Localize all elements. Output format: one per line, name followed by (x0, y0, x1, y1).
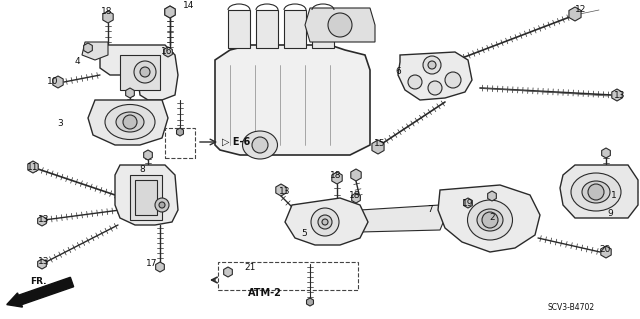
Circle shape (140, 67, 150, 77)
Text: 13: 13 (38, 214, 50, 224)
Polygon shape (338, 205, 445, 232)
Text: 8: 8 (139, 166, 145, 174)
Ellipse shape (116, 112, 144, 132)
Bar (284, 10, 306, 48)
Ellipse shape (243, 131, 278, 159)
Text: 2: 2 (489, 213, 495, 222)
Circle shape (482, 212, 498, 228)
Ellipse shape (571, 173, 621, 211)
Text: 16: 16 (161, 48, 173, 56)
Text: 13: 13 (279, 188, 291, 197)
Text: 11: 11 (28, 164, 39, 173)
Ellipse shape (105, 105, 155, 139)
Text: 13: 13 (614, 92, 626, 100)
Text: 4: 4 (74, 56, 80, 65)
Bar (165, 128, 195, 158)
Bar (120, 55, 160, 90)
Text: 12: 12 (575, 5, 587, 14)
Text: 21: 21 (244, 263, 256, 271)
Bar (135, 180, 157, 215)
Bar (312, 10, 334, 48)
Text: 9: 9 (607, 209, 613, 218)
Ellipse shape (582, 181, 610, 203)
Text: 20: 20 (599, 244, 611, 254)
Circle shape (428, 81, 442, 95)
Bar (130, 175, 162, 220)
Ellipse shape (477, 209, 503, 231)
Text: FR.: FR. (30, 278, 47, 286)
Polygon shape (100, 45, 178, 100)
Text: 13: 13 (38, 257, 50, 266)
Text: 7: 7 (427, 205, 433, 214)
Circle shape (423, 56, 441, 74)
Circle shape (445, 72, 461, 88)
Bar (228, 10, 250, 48)
Polygon shape (285, 198, 368, 245)
Text: 10: 10 (47, 78, 59, 86)
Text: SCV3-B4702: SCV3-B4702 (548, 302, 595, 311)
Circle shape (252, 137, 268, 153)
Circle shape (328, 13, 352, 37)
Circle shape (159, 202, 165, 208)
Text: 3: 3 (57, 118, 63, 128)
FancyArrow shape (7, 277, 74, 307)
Circle shape (155, 198, 169, 212)
Text: 14: 14 (183, 1, 195, 10)
Text: 15: 15 (374, 138, 386, 147)
Polygon shape (82, 42, 108, 60)
Text: 6: 6 (395, 68, 401, 77)
Text: 1: 1 (611, 191, 617, 201)
Circle shape (134, 61, 156, 83)
Text: 18: 18 (101, 8, 113, 17)
Circle shape (322, 219, 328, 225)
Circle shape (123, 115, 137, 129)
Circle shape (588, 184, 604, 200)
Circle shape (408, 75, 422, 89)
Polygon shape (398, 52, 472, 100)
Circle shape (311, 208, 339, 236)
Polygon shape (305, 8, 375, 42)
Ellipse shape (467, 200, 513, 240)
Text: 5: 5 (301, 228, 307, 238)
Bar (256, 10, 278, 48)
Circle shape (428, 61, 436, 69)
Text: 18: 18 (330, 170, 342, 180)
Circle shape (318, 215, 332, 229)
Text: 17: 17 (147, 258, 157, 268)
Text: 18: 18 (349, 191, 361, 201)
Text: 19: 19 (462, 198, 474, 207)
Polygon shape (88, 100, 168, 145)
Polygon shape (438, 185, 540, 252)
Bar (218, 262, 358, 290)
Polygon shape (115, 165, 178, 225)
Text: ATM-2: ATM-2 (248, 288, 282, 298)
Text: ▷ E-6: ▷ E-6 (222, 137, 250, 147)
Polygon shape (560, 165, 638, 218)
Polygon shape (215, 45, 370, 155)
